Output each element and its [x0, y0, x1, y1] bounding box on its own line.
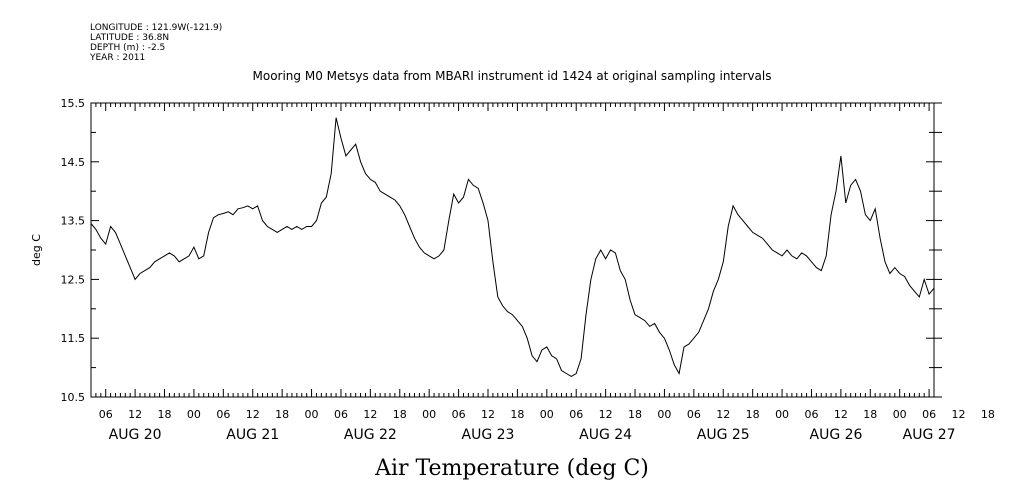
x-tick-label: 06: [804, 408, 818, 421]
x-tick-label: 06: [334, 408, 348, 421]
x-tick-label: 18: [746, 408, 760, 421]
x-tick-label: 18: [863, 408, 877, 421]
x-tick-label: 12: [128, 408, 142, 421]
x-tick-label: 18: [158, 408, 172, 421]
x-tick-label: 12: [599, 408, 613, 421]
y-tick-label: 13.5: [61, 215, 86, 228]
x-tick-label: 00: [422, 408, 436, 421]
x-tick-label: 00: [775, 408, 789, 421]
x-tick-label: 00: [305, 408, 319, 421]
x-tick-label: 06: [569, 408, 583, 421]
x-day-label: AUG 25: [697, 427, 750, 443]
x-tick-label: 18: [981, 408, 995, 421]
x-tick-label: 00: [540, 408, 554, 421]
x-day-label: AUG 21: [226, 427, 279, 443]
y-axis-label: deg C: [30, 234, 43, 266]
y-tick-label: 11.5: [61, 332, 86, 345]
x-tick-label: 06: [452, 408, 466, 421]
x-tick-label: 12: [716, 408, 730, 421]
y-tick-label: 14.5: [61, 156, 86, 169]
axis-ticks: [90, 102, 942, 398]
x-tick-label: 18: [628, 408, 642, 421]
x-tick-label: 12: [481, 408, 495, 421]
y-tick-labels: 10.5 11.5 12.5 13.5 14.5 15.5: [61, 97, 86, 404]
x-day-label: AUG 24: [579, 427, 632, 443]
header-year: YEAR : 2011: [89, 53, 145, 63]
x-day-label: AUG 23: [462, 427, 515, 443]
x-tick-label: 18: [275, 408, 289, 421]
y-tick-label: 12.5: [61, 273, 86, 286]
x-day-label: AUG 26: [810, 427, 863, 443]
air-temperature-line: [90, 117, 935, 377]
x-tick-label: 12: [246, 408, 260, 421]
x-tick-labels: 06 12 18 00 06 12 18 00 06 12 18 00 06 12 18 00 06 12 18 00…: [99, 408, 995, 421]
x-tick-label: 12: [363, 408, 377, 421]
header-depth: DEPTH (m) : -2.5: [90, 43, 165, 53]
x-tick-label: 18: [510, 408, 524, 421]
y-tick-label: 10.5: [61, 391, 86, 404]
x-tick-label: 18: [393, 408, 407, 421]
x-tick-label: 12: [834, 408, 848, 421]
header-longitude: LONGITUDE : 121.9W(-121.9): [90, 23, 222, 33]
x-tick-label: 06: [99, 408, 113, 421]
x-day-labels: AUG 20 AUG 21 AUG 22 AUG 23 AUG 24 AUG 25 AUG …: [109, 427, 956, 443]
x-tick-label: 06: [216, 408, 230, 421]
plot-frame: [90, 102, 935, 398]
x-tick-label: 06: [687, 408, 701, 421]
x-tick-label: 00: [893, 408, 907, 421]
x-day-label: AUG 20: [109, 427, 162, 443]
x-tick-label: 00: [187, 408, 201, 421]
chart-title: Mooring M0 Metsys data from MBARI instru…: [253, 69, 772, 83]
x-day-label: AUG 27: [903, 427, 956, 443]
x-tick-label: 12: [952, 408, 966, 421]
x-tick-label: 06: [922, 408, 936, 421]
x-day-label: AUG 22: [344, 427, 397, 443]
x-axis-label: Air Temperature (deg C): [374, 456, 649, 481]
y-tick-label: 15.5: [61, 97, 86, 110]
x-tick-label: 00: [657, 408, 671, 421]
header-latitude: LATITUDE : 36.8N: [90, 33, 169, 43]
